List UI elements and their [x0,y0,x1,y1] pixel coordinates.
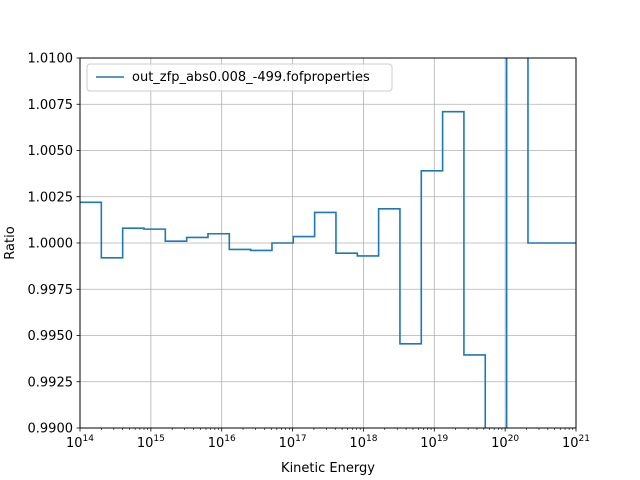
x-tick-label: 1016 [208,434,236,451]
axis-ticks: 0.9900 0.9925 0.9950 0.9975 1.0000 1.0025 1.00… [28,52,591,452]
x-tick-label: 1017 [279,434,307,451]
x-tick-label: 1019 [420,434,448,451]
legend: out_zfp_abs0.008_-499.fofproperties [86,63,393,92]
x-tick-label: 1020 [491,434,519,451]
y-tick-label: 1.0100 [28,52,74,67]
y-tick-label: 0.9975 [28,283,74,298]
y-tick-label: 0.9950 [28,329,74,344]
legend-entry-label: out_zfp_abs0.008_-499.fofproperties [132,70,370,85]
x-tick-label: 1015 [137,434,165,451]
x-tick-label: 1014 [66,434,94,451]
x-tick-label: 1018 [349,434,377,451]
series-step-line [80,58,576,428]
y-axis-title: Ratio [3,226,18,259]
legend-box [86,63,393,92]
series-layer [80,58,576,428]
x-axis-title: Kinetic Energy [281,461,375,476]
y-tick-label: 1.0000 [28,237,74,252]
y-tick-label: 1.0025 [28,190,74,205]
y-tick-label: 0.9900 [28,422,74,437]
y-tick-label: 0.9925 [28,375,74,390]
x-tick-label: 1021 [562,434,590,451]
grid-lines [79,57,577,429]
y-tick-label: 1.0050 [28,144,74,159]
y-tick-label: 1.0075 [28,98,74,113]
